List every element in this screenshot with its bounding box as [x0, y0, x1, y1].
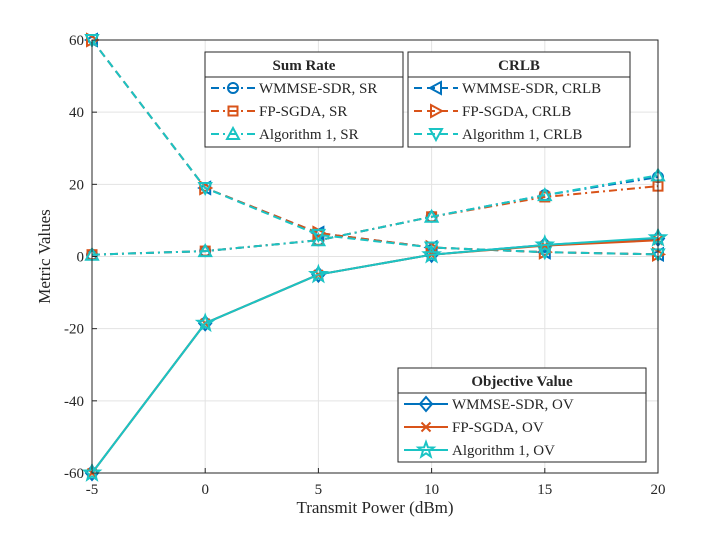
legend-marker — [428, 128, 444, 143]
legend-box — [204, 51, 404, 148]
legend-box — [397, 367, 647, 463]
legend-marker — [415, 439, 437, 459]
data-point — [537, 187, 553, 202]
x-tick-label: 15 — [537, 482, 552, 498]
legend-marker — [420, 421, 432, 433]
legend-label: FP-SGDA, OV — [452, 420, 544, 436]
data-point — [194, 312, 216, 333]
axis-ticks: -5 0 5 10 15 20 -60 -40 -20 0 20 40 60 — [64, 33, 666, 498]
data-point — [310, 228, 327, 243]
legend-marker — [225, 125, 241, 140]
legend-marker — [227, 105, 239, 117]
series-line — [91, 236, 659, 474]
series-ov-8 — [81, 226, 669, 482]
legend-label: Algorithm 1, OV — [452, 443, 555, 459]
series-line — [91, 174, 659, 256]
legend-box — [407, 51, 631, 148]
y-tick-label: -60 — [64, 466, 84, 482]
legend-marker — [427, 80, 442, 96]
legend-label: WMMSE-SDR, OV — [452, 397, 574, 413]
legends: Sum Rate WMMSE-SDR, SR FP-SGDA, SR Algorith… — [204, 51, 647, 463]
legend-marker — [227, 82, 239, 94]
data-point — [197, 181, 213, 197]
data-point — [197, 242, 213, 258]
legend-label: FP-SGDA, CRLB — [462, 104, 571, 120]
legend-label: Algorithm 1, CRLB — [462, 127, 582, 143]
legend-label: Algorithm 1, SR — [259, 127, 359, 143]
x-tick-label: 5 — [315, 482, 323, 498]
legend-label: WMMSE-SDR, SR — [259, 81, 377, 97]
series-sr-0 — [86, 171, 664, 261]
legend-sr: Sum Rate WMMSE-SDR, SR FP-SGDA, SR Algorith… — [204, 51, 404, 148]
legend-label: WMMSE-SDR, CRLB — [462, 81, 601, 97]
y-axis-label: Metric Values — [35, 209, 54, 304]
y-tick-label: 0 — [77, 250, 85, 266]
legend-marker — [430, 103, 445, 119]
x-tick-label: -5 — [86, 482, 99, 498]
series-sr-1 — [86, 180, 664, 261]
y-tick-label: -20 — [64, 322, 84, 338]
y-tick-label: 20 — [69, 177, 84, 193]
legend-title: Objective Value — [471, 374, 573, 390]
legend-crlb: CRLB WMMSE-SDR, CRLB FP-SGDA, CRLB Algorith… — [407, 51, 631, 148]
x-axis-label: Transmit Power (dBm) — [296, 498, 453, 517]
data-point — [534, 234, 556, 254]
y-tick-label: 60 — [69, 33, 84, 49]
y-tick-label: 40 — [69, 105, 84, 121]
x-tick-label: 10 — [424, 482, 439, 498]
legend-title: Sum Rate — [273, 58, 336, 74]
legend-label: FP-SGDA, SR — [259, 104, 347, 120]
data-point — [423, 241, 440, 256]
data-point — [423, 208, 440, 223]
legend-marker — [418, 395, 434, 413]
x-tick-label: 0 — [201, 482, 209, 498]
data-point — [81, 462, 103, 482]
legend-ov: Objective Value WMMSE-SDR, OV FP-SGDA, OV A… — [397, 367, 647, 463]
y-tick-label: -40 — [64, 394, 84, 410]
series-sr-2 — [84, 167, 666, 261]
series-line — [91, 39, 659, 256]
data-point — [421, 243, 442, 264]
data-point — [310, 232, 327, 247]
data-point — [308, 263, 329, 284]
x-tick-label: 20 — [651, 482, 666, 498]
legend-title: CRLB — [498, 58, 540, 74]
